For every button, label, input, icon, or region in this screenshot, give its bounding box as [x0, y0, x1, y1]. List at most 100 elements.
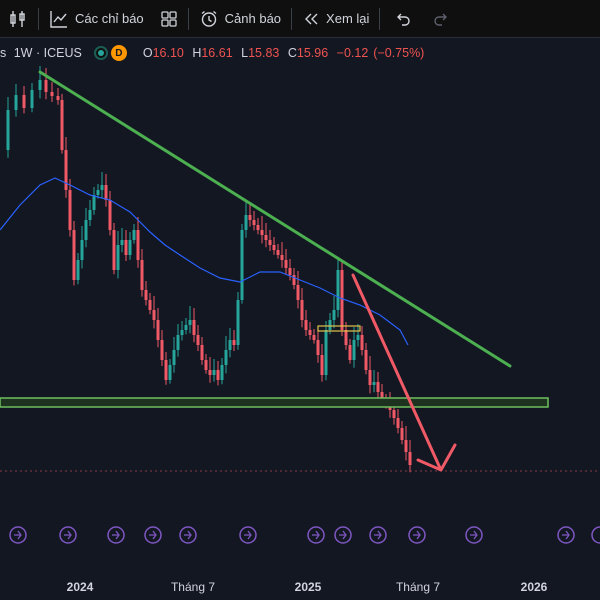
- event-marker-arrow: [184, 530, 192, 540]
- candle-body: [176, 335, 180, 350]
- candle-body: [88, 210, 92, 220]
- candle-body: [268, 240, 272, 245]
- candle-body: [356, 335, 360, 340]
- event-marker-icon: [179, 526, 197, 544]
- candle-body: [228, 340, 232, 350]
- candle-body: [80, 240, 84, 260]
- time-axis-tick: Tháng 7: [395, 580, 441, 594]
- candle-body: [360, 335, 364, 350]
- candle-body: [292, 275, 296, 285]
- candle-body: [264, 235, 268, 240]
- candle-body: [44, 80, 48, 92]
- candle-body: [368, 370, 372, 385]
- down-arrow-shaft: [351, 273, 442, 470]
- low-key: L: [241, 46, 249, 60]
- down-arrow-head: [416, 443, 457, 472]
- candle-body: [14, 95, 18, 110]
- candle-body: [372, 382, 376, 385]
- candle-body: [168, 365, 172, 380]
- support-zone: [0, 397, 549, 408]
- candle-body: [76, 260, 80, 280]
- symbol-name[interactable]: s 1W · ICEUS: [0, 46, 82, 60]
- event-marker-icon: [9, 526, 27, 544]
- candle-body: [328, 320, 332, 330]
- descending-trendline: [38, 70, 512, 368]
- top-toolbar: Các chỉ báo Cảnh báo Xem lại: [0, 0, 600, 38]
- candle-body: [280, 255, 284, 260]
- time-axis-tick: 2025: [294, 580, 322, 594]
- candle-body: [304, 320, 308, 330]
- candle-body: [336, 270, 340, 310]
- candle-body: [284, 260, 288, 268]
- candle-body: [276, 250, 280, 255]
- event-marker-arrow: [244, 530, 252, 540]
- replay-button[interactable]: Xem lại: [294, 0, 377, 37]
- candle-body: [240, 230, 244, 300]
- event-marker-arrow: [470, 530, 478, 540]
- redo-icon: [432, 10, 450, 28]
- candle-body: [196, 335, 200, 345]
- toolbar-separator: [379, 7, 381, 30]
- undo-button[interactable]: [382, 0, 422, 37]
- candle-body: [100, 185, 104, 190]
- symbol-legend: s 1W · ICEUS D O16.10 H16.61 L15.83 C15.…: [0, 42, 429, 64]
- templates-button[interactable]: [152, 0, 186, 37]
- candle-body: [260, 230, 264, 235]
- candle-body: [312, 335, 316, 340]
- alerts-label: Cảnh báo: [224, 11, 282, 26]
- candle-body: [188, 320, 192, 325]
- candle-body: [348, 345, 352, 360]
- candle-body: [96, 190, 100, 195]
- replay-icon: [302, 10, 320, 28]
- templates-icon: [160, 10, 178, 28]
- candle-body: [148, 300, 152, 310]
- candle-body: [256, 225, 260, 230]
- market-status: D: [93, 45, 127, 61]
- candle-body: [72, 230, 76, 280]
- indicators-button[interactable]: Các chỉ báo: [41, 0, 152, 37]
- undo-icon: [394, 10, 412, 28]
- candle-body: [380, 392, 384, 400]
- candle-body: [236, 300, 240, 345]
- candle-body: [320, 355, 324, 375]
- candle-body: [344, 330, 348, 345]
- event-marker-arrow: [339, 530, 347, 540]
- candle-body: [396, 418, 400, 428]
- price-chart[interactable]: [0, 38, 600, 570]
- event-marker-icon: [408, 526, 426, 544]
- candle-body: [192, 320, 196, 335]
- alerts-button[interactable]: Cảnh báo: [191, 0, 289, 37]
- open-value: 16.10: [152, 46, 184, 60]
- event-marker-icon: [369, 526, 387, 544]
- candle-body: [216, 370, 220, 380]
- high-value: 16.61: [201, 46, 233, 60]
- event-marker-icon: [239, 526, 257, 544]
- toolbar-separator: [291, 7, 293, 30]
- candle-body: [108, 200, 112, 230]
- candle-body: [120, 240, 124, 245]
- candle-body: [376, 382, 380, 392]
- redo-button[interactable]: [422, 0, 460, 37]
- close-key: C: [287, 46, 297, 60]
- event-marker-arrow: [562, 530, 570, 540]
- candle-body: [184, 325, 188, 330]
- candle-body: [50, 92, 54, 96]
- event-marker-icon: [557, 526, 575, 544]
- change-percent: (−0.75%): [373, 46, 425, 60]
- candle-body: [164, 360, 168, 380]
- candle-body: [160, 340, 164, 360]
- event-marker-arrow: [312, 530, 320, 540]
- exchange-label: ICEUS: [43, 46, 82, 60]
- event-marker-icon: [307, 526, 325, 544]
- candle-body: [200, 345, 204, 360]
- candle-body: [404, 440, 408, 452]
- moving-average-line: [0, 177, 409, 346]
- event-marker-icon: [465, 526, 483, 544]
- time-axis[interactable]: 2024 Tháng 7 2025 Tháng 7 2026: [0, 570, 600, 600]
- candle-body: [156, 320, 160, 340]
- candle-body: [232, 340, 236, 345]
- replay-label: Xem lại: [326, 11, 370, 26]
- chart-type-button[interactable]: [0, 0, 36, 37]
- close-value: 15.96: [296, 46, 329, 60]
- market-open-icon: [93, 46, 108, 60]
